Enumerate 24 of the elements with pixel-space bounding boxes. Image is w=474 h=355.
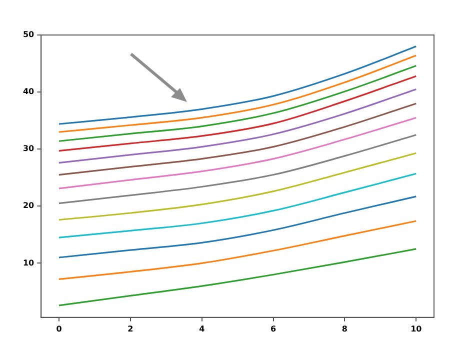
x-tick-label: 8 <box>342 324 348 334</box>
x-tick-label: 2 <box>128 324 134 334</box>
x-tick-label: 10 <box>410 324 422 334</box>
x-tick-label: 0 <box>56 324 62 334</box>
line-series <box>58 116 417 190</box>
line-series <box>58 46 417 125</box>
y-tick-label: 50 <box>22 30 35 40</box>
line-series <box>58 196 417 258</box>
y-tick-label: 20 <box>22 201 35 210</box>
line-series <box>58 152 417 221</box>
line-series <box>58 172 417 238</box>
line-series <box>58 88 417 164</box>
line-series <box>58 54 417 133</box>
line-series <box>58 134 417 204</box>
y-tick-label: 30 <box>22 144 35 154</box>
line-series <box>58 65 417 142</box>
x-tick-label: 4 <box>199 324 206 334</box>
line-series <box>58 102 417 176</box>
y-tick-label: 10 <box>22 258 35 268</box>
y-tick-label: 40 <box>22 87 35 96</box>
line-series <box>58 220 417 280</box>
x-tick-label: 6 <box>270 324 276 334</box>
line-series <box>58 75 417 152</box>
line-series <box>58 248 417 306</box>
